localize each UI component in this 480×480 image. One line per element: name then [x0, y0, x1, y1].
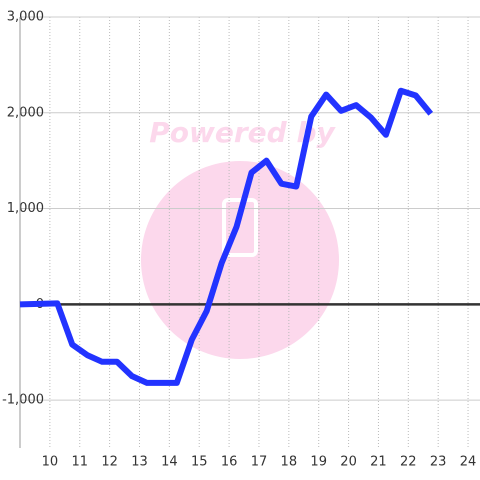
y-tick-label: 1,000: [7, 201, 44, 216]
x-tick-label: 12: [101, 455, 118, 470]
x-tick-label: 19: [310, 455, 327, 470]
y-tick-label: 2,000: [7, 105, 44, 120]
x-tick-label: 23: [430, 455, 447, 470]
x-tick-label: 15: [191, 455, 208, 470]
y-tick-label: -1,000: [2, 393, 44, 408]
x-tick-label: 21: [370, 455, 387, 470]
watermark-logo: [222, 198, 258, 257]
x-tick-label: 11: [71, 455, 88, 470]
x-tick-label: 16: [221, 455, 238, 470]
x-tick-label: 22: [400, 455, 417, 470]
x-tick-label: 24: [460, 455, 477, 470]
x-tick-label: 13: [131, 455, 148, 470]
x-tick-label: 14: [161, 455, 178, 470]
x-tick-label: 20: [340, 455, 357, 470]
y-tick-label: 3,000: [7, 10, 44, 25]
x-tick-label: 18: [281, 455, 298, 470]
x-tick-label: 10: [42, 455, 59, 470]
data-line: [19, 87, 434, 386]
watermark-circle: [141, 161, 339, 359]
x-tick-label: 17: [251, 455, 268, 470]
